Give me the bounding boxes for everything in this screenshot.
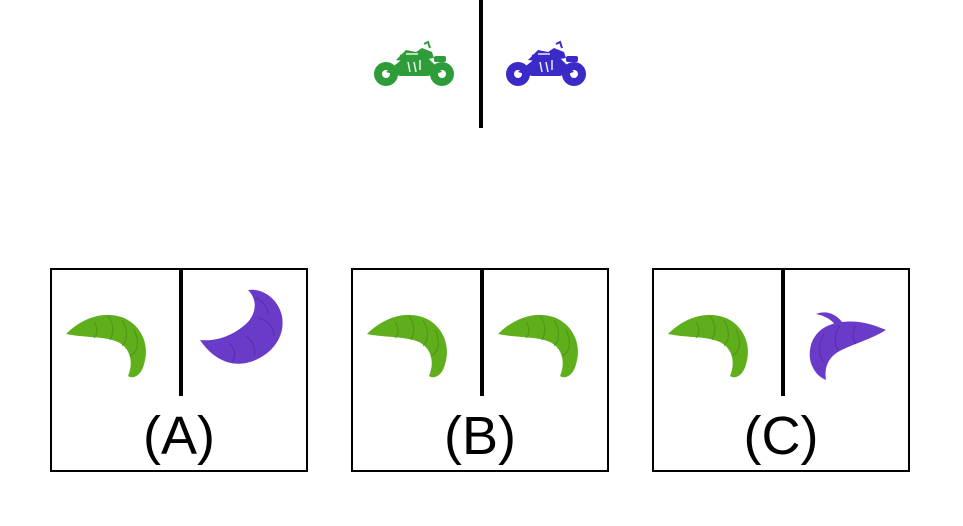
option-divider <box>480 270 484 396</box>
option-a[interactable]: (A) <box>50 268 308 472</box>
croissant-icon <box>495 298 587 380</box>
option-label: (B) <box>444 406 516 466</box>
option-divider <box>179 270 183 396</box>
example-pair <box>360 0 600 130</box>
option-label: (A) <box>143 406 215 466</box>
croissant-icon <box>666 298 756 380</box>
example-divider <box>479 0 483 128</box>
option-divider <box>781 270 785 396</box>
croissant-icon <box>64 298 154 380</box>
motorcycle-icon <box>502 36 594 92</box>
croissant-icon <box>194 284 286 380</box>
option-b[interactable]: (B) <box>351 268 609 472</box>
croissant-icon <box>796 306 888 382</box>
option-label: (C) <box>743 406 819 466</box>
motorcycle-icon <box>370 36 462 92</box>
option-c[interactable]: (C) <box>652 268 910 472</box>
croissant-icon <box>365 298 455 380</box>
